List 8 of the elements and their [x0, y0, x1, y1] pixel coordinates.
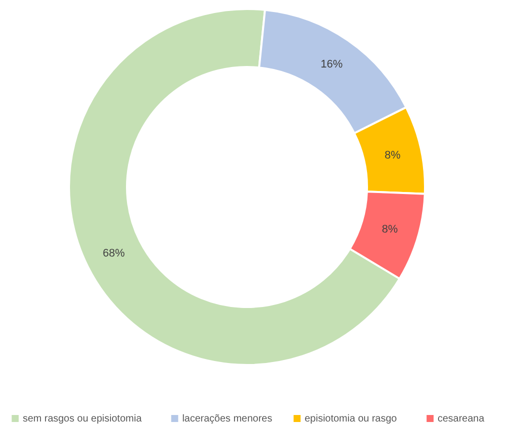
data-label: 68%: [102, 248, 125, 260]
data-label: 16%: [320, 58, 343, 70]
data-label: 8%: [384, 149, 401, 162]
legend-label: cesareana: [438, 414, 485, 425]
legend-label: sem rasgos ou episiotomia: [22, 414, 142, 425]
legend-label: episiotomia ou rasgo: [304, 414, 398, 425]
data-label: 8%: [382, 223, 398, 236]
legend-label: lacerações menores: [182, 414, 272, 425]
